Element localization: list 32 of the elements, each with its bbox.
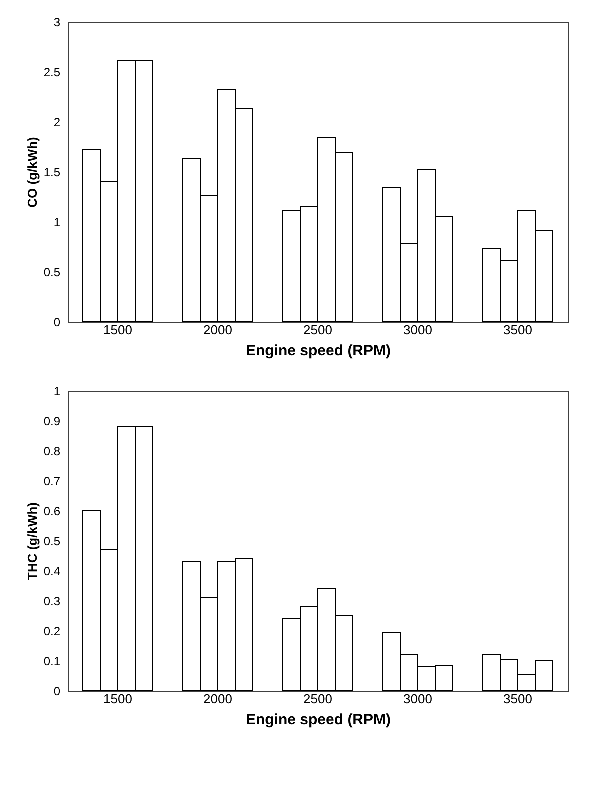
x-tick-label: 1500 (104, 322, 132, 338)
y-axis-title: THC (g/kWh) (24, 502, 40, 580)
x-tick-label: 3000 (404, 322, 432, 338)
x-tick-label: 2000 (204, 322, 232, 338)
y-tick-label: 0.5 (44, 266, 61, 280)
y-tick-label: 3 (54, 16, 61, 30)
x-tick-label: 2500 (304, 692, 332, 706)
x-tick-label: 2500 (304, 322, 332, 338)
y-tick-label: 0 (54, 684, 61, 698)
y-tick-label: 1.5 (44, 166, 61, 180)
y-tick-label: 2.5 (44, 66, 61, 80)
x-tick-label: 3500 (504, 322, 532, 338)
y-tick-label: 0.8 (44, 444, 61, 458)
y-tick-label: 0.3 (44, 594, 61, 608)
y-tick-label: 0.6 (44, 504, 61, 518)
y-tick-label: 0.7 (44, 474, 61, 488)
x-tick-label: 3000 (404, 692, 432, 706)
y-tick-label: 1 (54, 216, 61, 230)
y-tick-label: 0.4 (44, 564, 61, 578)
y-tick-label: 2 (54, 116, 61, 130)
x-axis-title: Engine speed (RPM) (246, 712, 392, 728)
x-tick-label: 1500 (104, 692, 132, 706)
x-tick-label: 3500 (504, 692, 532, 706)
x-axis-title: Engine speed (RPM) (246, 342, 392, 360)
y-tick-label: 0 (54, 316, 61, 330)
y-axis-title: CO (g/kWh) (24, 137, 40, 208)
y-tick-label: 0.1 (44, 654, 61, 668)
y-tick-label: 0.5 (44, 534, 61, 548)
y-tick-label: 0.2 (44, 624, 61, 638)
x-tick-label: 2000 (204, 692, 232, 706)
y-tick-label: 1 (54, 384, 61, 398)
y-tick-label: 0.9 (44, 414, 61, 428)
